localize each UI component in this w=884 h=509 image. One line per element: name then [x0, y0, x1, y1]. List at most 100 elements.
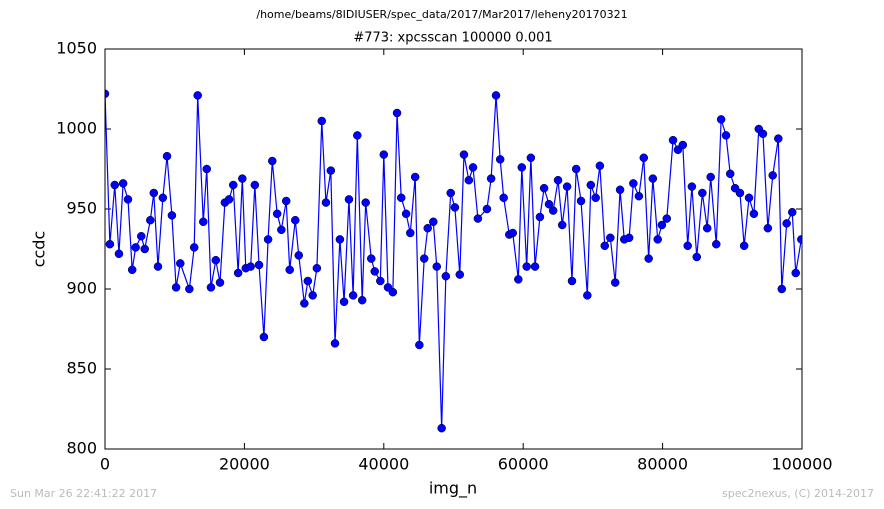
marker: [348, 291, 358, 300]
marker: [263, 235, 273, 244]
marker: [749, 209, 759, 219]
marker: [591, 193, 600, 203]
marker: [610, 278, 620, 287]
y-tick-label: 1050: [56, 39, 97, 58]
marker: [522, 262, 531, 271]
marker: [401, 209, 411, 219]
marker: [136, 231, 146, 241]
marker: [735, 188, 745, 198]
marker: [379, 150, 389, 159]
marker: [437, 423, 446, 433]
marker: [294, 251, 304, 260]
x-tick-label: 100000: [771, 455, 832, 474]
marker: [662, 214, 672, 223]
marker: [629, 179, 638, 188]
marker: [376, 276, 385, 286]
marker: [185, 284, 194, 294]
marker: [774, 134, 783, 143]
marker: [508, 228, 517, 238]
marker: [692, 252, 702, 262]
marker: [517, 163, 527, 172]
marker: [495, 155, 505, 164]
marker: [446, 188, 455, 198]
marker: [285, 265, 294, 275]
marker: [281, 196, 291, 206]
marker: [653, 235, 662, 244]
marker: [268, 156, 277, 166]
marker: [353, 131, 362, 140]
marker: [419, 254, 429, 263]
marker: [344, 195, 354, 204]
marker: [787, 207, 797, 217]
marker: [744, 193, 754, 203]
marker: [162, 151, 172, 161]
marker: [562, 182, 572, 191]
marker: [600, 241, 609, 251]
marker: [739, 241, 749, 251]
marker: [725, 169, 735, 179]
marker: [514, 275, 523, 284]
marker: [392, 108, 402, 118]
marker: [716, 115, 726, 124]
marker: [576, 196, 586, 206]
marker: [499, 193, 508, 203]
marker: [423, 223, 432, 233]
marker: [539, 183, 549, 193]
marker: [367, 254, 376, 263]
marker: [777, 284, 787, 294]
marker: [586, 180, 596, 190]
marker: [114, 249, 124, 259]
marker: [535, 212, 545, 222]
marker: [615, 185, 625, 195]
marker: [211, 255, 221, 265]
marker: [464, 175, 474, 185]
x-axis-label: img_n: [429, 479, 477, 499]
marker: [171, 283, 181, 292]
marker: [644, 254, 653, 263]
marker: [312, 263, 322, 273]
footer-right: spec2nexus, (C) 2014-2017: [722, 487, 874, 500]
marker: [721, 131, 731, 140]
marker: [131, 243, 140, 252]
marker: [254, 260, 264, 270]
marker: [702, 223, 712, 233]
marker: [167, 211, 177, 220]
marker: [224, 195, 234, 204]
marker: [791, 268, 800, 278]
marker: [571, 164, 581, 174]
marker: [291, 215, 300, 225]
marker: [459, 150, 469, 159]
y-tick-label: 900: [66, 279, 97, 298]
marker: [335, 235, 345, 244]
marker: [233, 268, 243, 278]
suptitle: /home/beams/8IDIUSER/spec_data/2017/Mar2…: [256, 8, 627, 21]
marker: [455, 270, 465, 279]
marker: [698, 188, 707, 198]
marker: [215, 278, 225, 287]
y-tick-label: 1000: [56, 119, 97, 138]
marker: [758, 129, 768, 139]
marker: [105, 89, 110, 99]
marker: [277, 225, 286, 235]
x-tick-label: 60000: [498, 455, 549, 474]
marker: [468, 163, 478, 172]
marker: [123, 195, 133, 204]
x-tick-label: 0: [100, 455, 110, 474]
marker: [544, 199, 554, 209]
marker: [606, 233, 615, 243]
marker: [683, 241, 692, 251]
marker: [339, 297, 349, 307]
marker: [624, 233, 634, 243]
marker: [140, 244, 149, 254]
marker: [657, 220, 667, 230]
marker: [473, 214, 483, 223]
marker: [712, 239, 721, 249]
plot-frame: [104, 48, 803, 450]
marker: [687, 182, 697, 191]
marker: [105, 239, 115, 249]
marker: [153, 262, 163, 271]
y-axis-label: ccdc: [30, 231, 49, 268]
marker: [782, 219, 791, 228]
marker: [326, 166, 336, 175]
